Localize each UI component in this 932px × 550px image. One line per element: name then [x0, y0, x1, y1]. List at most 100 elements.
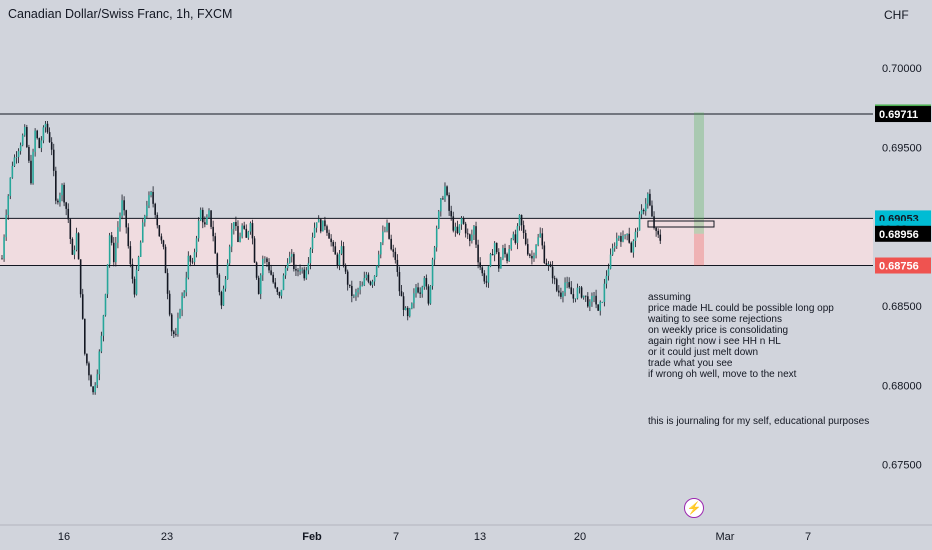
candle-body [9, 177, 12, 196]
price-tick-label: 0.67500 [882, 460, 922, 472]
candle-body [71, 239, 74, 255]
symbol-title[interactable]: Canadian Dollar/Swiss Franc, 1h, FXCM [8, 7, 233, 21]
candle-body [1, 258, 3, 260]
candle-body [34, 130, 36, 152]
candle-body [574, 298, 577, 300]
candle-body [584, 295, 587, 297]
annotation-line[interactable]: again right now i see HH n HL [648, 336, 781, 347]
candle-body [464, 223, 467, 234]
candle-body [597, 304, 599, 311]
candle-body [477, 244, 479, 263]
candle-body [589, 301, 591, 307]
candle-body [440, 198, 442, 212]
candle-body [481, 267, 484, 274]
price-label-text: 0.69711 [879, 109, 918, 121]
candle-body [44, 123, 47, 128]
candle-body [160, 236, 163, 241]
candle-body [603, 283, 606, 302]
annotation-line[interactable]: if wrong oh well, move to the next [648, 369, 797, 380]
candle-body [237, 226, 239, 243]
candle-body [224, 279, 227, 289]
candle-body [382, 231, 384, 243]
candle-body [390, 238, 392, 250]
candle-body [411, 303, 413, 309]
lightning-icon[interactable]: ⚡ [684, 498, 704, 518]
annotation-line[interactable]: or it could just melt down [648, 347, 759, 358]
candle-body [582, 295, 585, 298]
annotation-line[interactable]: price made HL could be possible long opp [648, 303, 834, 314]
price-tick-label: 0.68000 [882, 380, 922, 392]
candle-body [11, 165, 14, 178]
candle-body [5, 214, 7, 238]
candle-body [326, 226, 328, 233]
candle-body [330, 238, 332, 243]
candle-body [63, 184, 65, 203]
candle-body [152, 191, 154, 204]
candle-body [506, 254, 508, 262]
annotation-line[interactable]: on weekly price is consolidating [648, 325, 789, 336]
candle-body [502, 248, 504, 259]
candle-body [241, 225, 243, 237]
time-tick-label: 16 [58, 531, 70, 543]
annotation-footer[interactable]: this is journaling for my self, educatio… [648, 416, 870, 427]
candle-body [212, 226, 214, 237]
candle-body [52, 149, 55, 171]
candle-body [123, 200, 125, 211]
candle-body [144, 215, 146, 223]
candle-body [657, 230, 659, 235]
candle-body [305, 270, 308, 279]
candle-body [301, 269, 303, 271]
candle-body [129, 246, 132, 265]
candle-body [32, 151, 34, 184]
candle-body [46, 123, 49, 133]
candle-body [365, 274, 368, 279]
price-label-badge [875, 106, 931, 123]
candle-body [334, 246, 337, 255]
candle-body [102, 315, 105, 336]
candle-body [367, 274, 370, 282]
price-label-text: 0.68956 [879, 229, 919, 241]
candle-body [560, 292, 562, 297]
candle-body [230, 229, 233, 247]
candle-body [127, 227, 130, 247]
candle-body [55, 170, 57, 201]
candle-body [475, 226, 477, 245]
candle-body [193, 252, 196, 263]
candle-body [137, 256, 140, 270]
annotation-line[interactable]: waiting to see some rejections [648, 314, 782, 325]
candle-body [537, 237, 539, 246]
candle-body [444, 186, 446, 200]
candle-body [206, 217, 208, 225]
candle-body [284, 268, 287, 276]
candle-body [580, 287, 583, 298]
candle-body [309, 249, 312, 264]
candle-body [375, 265, 378, 276]
candle-body [636, 230, 639, 232]
candle-body [189, 255, 192, 262]
candle-body [199, 209, 202, 221]
annotation-line[interactable]: assuming [648, 292, 691, 303]
candle-body [222, 288, 225, 306]
candle-body [570, 287, 573, 295]
position-target-zone [694, 112, 704, 234]
candle-body [545, 263, 548, 265]
annotation-line[interactable]: trade what you see [648, 358, 733, 369]
candle-body [332, 242, 334, 247]
candle-body [442, 198, 444, 200]
candle-body [183, 292, 185, 297]
candle-body [133, 278, 136, 295]
candle-body [251, 223, 254, 239]
candle-body [150, 191, 152, 196]
candle-body [355, 292, 357, 296]
candle-body [197, 220, 200, 239]
candle-body [377, 254, 380, 266]
candle-body [562, 292, 564, 297]
candle-body [81, 294, 84, 319]
candle-body [402, 296, 405, 310]
candle-body [208, 210, 210, 218]
candle-body [458, 224, 461, 234]
candle-body [344, 265, 347, 272]
candle-body [170, 314, 173, 332]
